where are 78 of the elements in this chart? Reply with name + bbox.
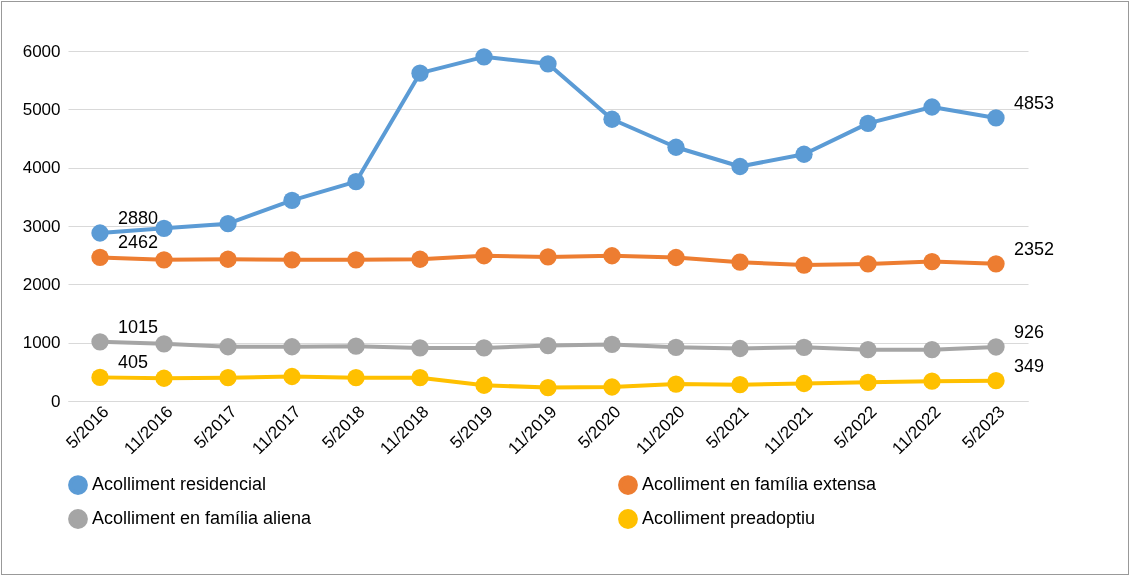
point [859,114,877,132]
point [795,374,813,393]
point [219,250,237,268]
point [731,157,749,176]
point [475,48,493,66]
point [923,341,941,359]
point [667,375,685,393]
point [859,255,877,273]
point [347,173,365,191]
point [539,248,557,266]
y-tick-label: 6000 [22,41,61,61]
point [603,247,621,265]
point [603,378,621,396]
point [667,248,685,267]
point [731,376,749,394]
point [923,252,941,271]
point [667,338,685,356]
point [475,339,493,357]
point [91,333,109,351]
point [923,98,941,116]
point [347,369,365,387]
point [283,191,301,209]
point [859,341,877,359]
point [219,338,237,356]
point [987,255,1005,273]
legend-label: Acolliment preadoptiu [642,508,816,528]
data-label: 2352 [1014,238,1055,259]
point [283,251,301,269]
point [91,368,109,387]
point [91,248,109,267]
y-tick-label: 3000 [22,216,61,236]
legend-label: Acolliment en família extensa [642,474,878,495]
point [283,338,301,356]
data-label: 2880 [118,208,159,228]
point [219,215,237,233]
point [283,367,301,386]
point [539,336,557,355]
point [859,373,877,391]
point [987,109,1005,127]
point [155,335,173,353]
point [987,372,1005,390]
point [923,372,941,390]
point [475,376,493,394]
y-tick-label: 0 [51,391,61,411]
point [347,251,365,269]
point [91,224,109,242]
y-tick-label: 4000 [22,158,61,178]
y-tick-label: 1000 [22,333,61,353]
point [475,247,493,265]
point [539,55,557,73]
data-label: 2462 [118,232,159,253]
point [219,369,237,387]
point [667,138,685,156]
point [155,251,173,269]
point [603,110,621,128]
point [795,338,813,356]
data-label: 1015 [118,316,159,337]
data-label: 349 [1014,355,1045,376]
point [155,369,173,387]
legend-label: Acolliment residencial [92,474,267,495]
point [795,256,813,274]
point [795,145,813,163]
legend-label: Acolliment en família aliena [92,508,313,528]
point [731,253,749,271]
point [603,335,621,354]
point [987,338,1005,356]
y-tick-label: 2000 [22,274,61,294]
point [347,337,365,355]
point [411,339,429,357]
data-label: 405 [118,352,149,373]
data-label: 4853 [1014,92,1055,113]
point [411,64,429,82]
point [539,378,557,397]
point [731,339,749,358]
data-label: 926 [1014,321,1045,342]
point [411,369,429,387]
point [411,250,429,268]
y-tick-label: 5000 [22,99,61,119]
